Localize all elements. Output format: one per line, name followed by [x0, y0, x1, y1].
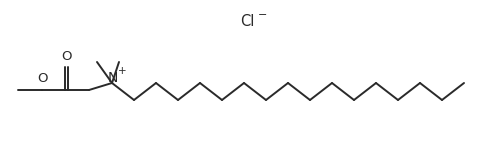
Text: Cl: Cl	[240, 14, 254, 29]
Text: +: +	[118, 66, 126, 76]
Text: O: O	[61, 50, 71, 64]
Text: O: O	[37, 71, 47, 85]
Text: N: N	[108, 71, 118, 85]
Text: −: −	[258, 10, 267, 20]
